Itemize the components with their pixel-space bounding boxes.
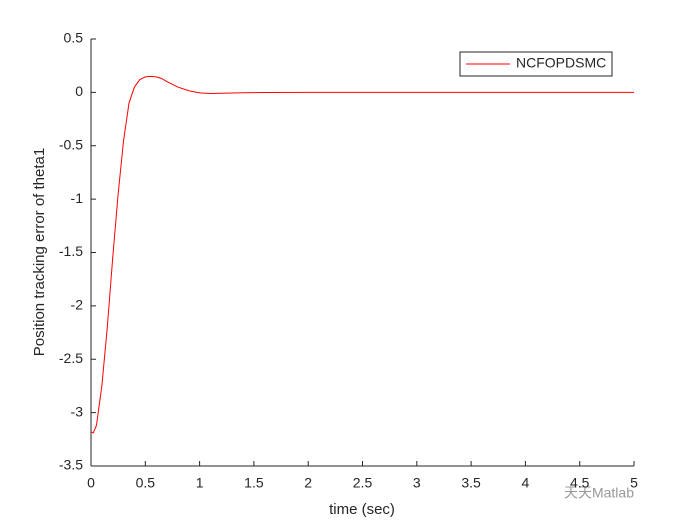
x-tick-label: 4: [522, 475, 530, 491]
y-tick-label: 0: [75, 83, 83, 99]
y-tick-label: -1: [71, 190, 84, 206]
y-tick-label: -1.5: [59, 243, 83, 259]
x-tick-label: 5: [630, 475, 638, 491]
y-tick-label: -3.5: [59, 457, 83, 473]
watermark: 天天Matlab: [564, 485, 634, 501]
x-tick-label: 3.5: [461, 475, 481, 491]
x-tick-label: 0: [87, 475, 95, 491]
x-tick-label: 2.5: [353, 475, 373, 491]
y-axis-label: Position tracking error of theta1: [31, 148, 48, 356]
x-tick-label: 4.5: [570, 475, 590, 491]
y-tick-label: -2.5: [59, 350, 83, 366]
x-tick-label: 1.5: [244, 475, 264, 491]
y-tick-label: -3: [71, 403, 84, 419]
legend-label: NCFOPDSMC: [516, 55, 606, 71]
y-tick-label: 0.5: [64, 30, 84, 46]
x-tick-label: 2: [304, 475, 312, 491]
x-axis-label: time (sec): [329, 501, 395, 518]
line: [90, 75, 634, 434]
x-tick-label: 1: [196, 475, 204, 491]
x-tick-label: 0.5: [136, 475, 156, 491]
y-tick-label: -2: [71, 297, 84, 313]
x-tick-label: 3: [413, 475, 421, 491]
y-tick-label: -0.5: [59, 136, 83, 152]
